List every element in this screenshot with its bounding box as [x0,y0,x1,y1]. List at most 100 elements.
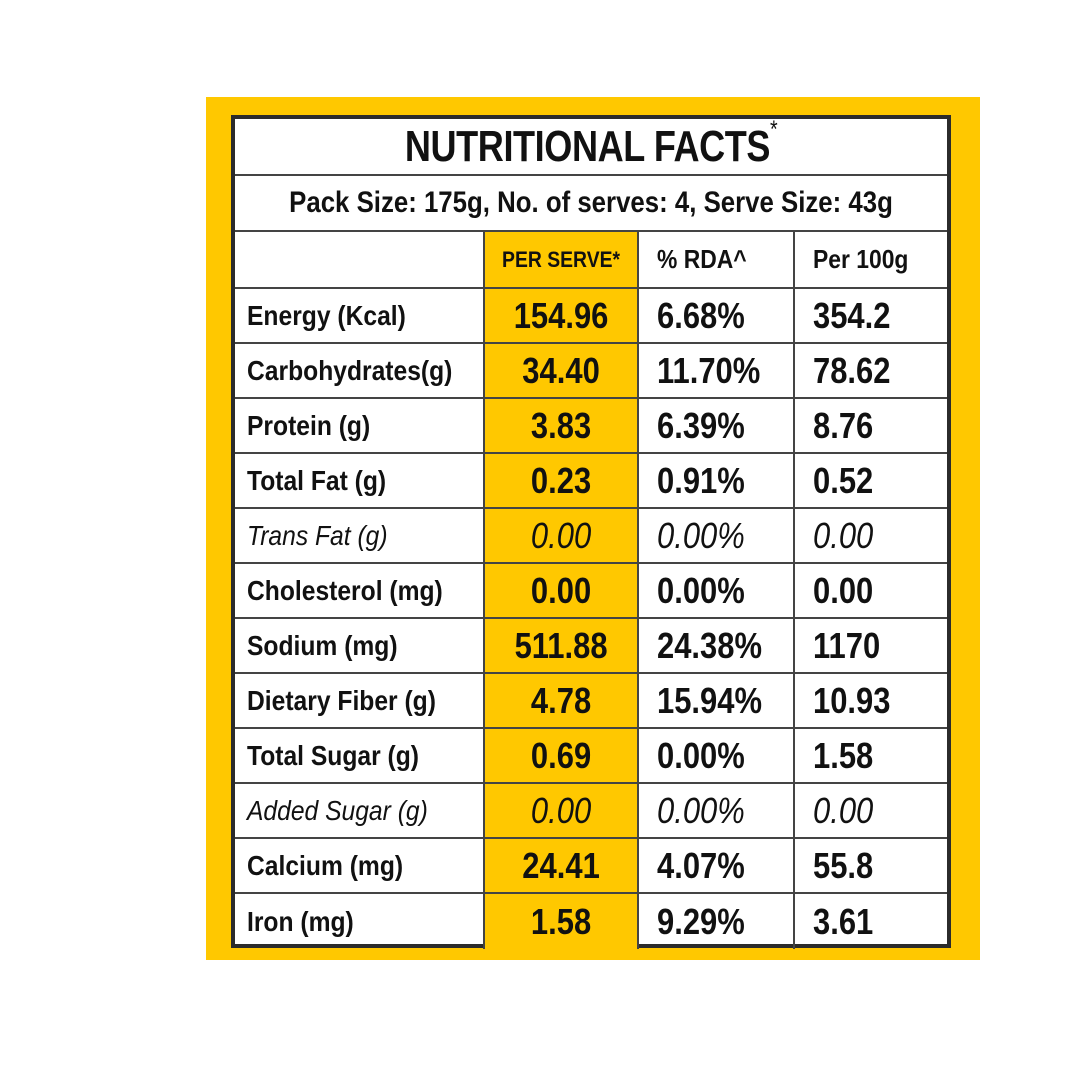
per-100g-value-cell: 3.61 [795,894,947,949]
rda-value-cell: 11.70% [639,344,795,397]
rda-value: 6.68% [657,294,745,336]
rda-value: 15.94% [657,679,763,721]
per-100g-value: 354.2 [813,294,891,336]
nutrient-name-cell: Dietary Fiber (g) [235,674,483,727]
nutrient-name-cell: Iron (mg) [235,894,483,949]
nutrient-name: Sodium (mg) [247,629,398,661]
header-per-100g: Per 100g [795,232,947,287]
per-100g-value-cell: 0.00 [795,509,947,562]
table-row: Sodium (mg) 511.88 24.38% 1170 [235,619,947,674]
per-serve-value-cell: 3.83 [483,399,639,452]
nutrient-name-cell: Sodium (mg) [235,619,483,672]
table-row: Carbohydrates(g) 34.40 11.70% 78.62 [235,344,947,399]
per-100g-value-cell: 1.58 [795,729,947,782]
title-text: NUTRITIONAL FACTS [404,121,771,171]
header-rda-text: % RDA^ [657,244,747,274]
per-100g-value-cell: 354.2 [795,289,947,342]
per-serve-value-cell: 0.23 [483,454,639,507]
per-serve-value: 4.78 [530,679,592,721]
per-serve-value-cell: 24.41 [483,839,639,892]
per-serve-value: 0.00 [530,569,592,611]
per-serve-value-cell: 0.00 [483,509,639,562]
rda-value: 24.38% [657,624,763,666]
per-serve-value-cell: 4.78 [483,674,639,727]
per-serve-value-cell: 0.00 [483,784,639,837]
per-serve-value-cell: 0.00 [483,564,639,617]
per-serve-value: 154.96 [513,294,609,336]
per-100g-value: 0.00 [813,569,874,611]
per-100g-value-cell: 8.76 [795,399,947,452]
per-serve-value-cell: 34.40 [483,344,639,397]
rda-value-cell: 4.07% [639,839,795,892]
nutrient-name-cell: Energy (Kcal) [235,289,483,342]
rda-value: 0.91% [657,459,745,501]
per-100g-value: 78.62 [813,349,891,391]
rda-value-cell: 6.68% [639,289,795,342]
nutrition-title: NUTRITIONAL FACTS* [235,116,947,176]
header-per-serve: PER SERVE* [483,232,639,287]
nutrient-name-cell: Protein (g) [235,399,483,452]
per-100g-value-cell: 1170 [795,619,947,672]
rda-value-cell: 6.39% [639,399,795,452]
rda-value: 0.00% [657,734,745,776]
nutrient-name: Cholesterol (mg) [247,574,443,606]
per-100g-value: 0.00 [813,514,874,556]
cropped-footnote [235,1071,1080,1079]
pack-info-row: Pack Size: 175g, No. of serves: 4, Serve… [235,176,947,232]
nutrient-name: Added Sugar (g) [247,794,428,826]
pack-info-text: Pack Size: 175g, No. of serves: 4, Serve… [289,186,893,219]
per-serve-value: 34.40 [522,349,600,391]
rda-value-cell: 0.91% [639,454,795,507]
rda-value: 6.39% [657,404,745,446]
rda-value-cell: 0.00% [639,729,795,782]
rda-value: 0.00% [657,789,745,831]
nutrient-name: Trans Fat (g) [247,519,388,551]
per-serve-value: 511.88 [514,624,608,666]
per-100g-value-cell: 10.93 [795,674,947,727]
nutrient-name: Energy (Kcal) [247,299,406,331]
header-nutrient [235,232,483,287]
per-serve-value-cell: 0.69 [483,729,639,782]
per-serve-value-cell: 511.88 [483,619,639,672]
per-serve-value-cell: 154.96 [483,289,639,342]
rda-value-cell: 0.00% [639,509,795,562]
rda-value-cell: 0.00% [639,564,795,617]
nutrient-name: Protein (g) [247,409,371,441]
per-100g-value: 8.76 [813,404,874,446]
nutrient-name: Dietary Fiber (g) [247,684,436,716]
per-100g-value: 3.61 [813,900,874,942]
table-row: Added Sugar (g) 0.00 0.00% 0.00 [235,784,947,839]
nutrient-name: Total Fat (g) [247,464,387,496]
header-per-serve-text: PER SERVE* [501,246,621,272]
table-row: Protein (g) 3.83 6.39% 8.76 [235,399,947,454]
per-100g-value: 1.58 [813,734,874,776]
per-100g-value: 0.52 [813,459,874,501]
per-100g-value-cell: 0.52 [795,454,947,507]
rda-value: 11.70% [657,349,761,391]
per-serve-value: 0.00 [530,789,592,831]
nutrient-name-cell: Calcium (mg) [235,839,483,892]
per-serve-value: 0.23 [530,459,592,501]
table-row: Dietary Fiber (g) 4.78 15.94% 10.93 [235,674,947,729]
per-serve-value-cell: 1.58 [483,894,639,949]
per-serve-value: 24.41 [522,844,600,886]
nutrient-name-cell: Added Sugar (g) [235,784,483,837]
rda-value-cell: 0.00% [639,784,795,837]
rda-value: 0.00% [657,514,745,556]
nutrient-name: Iron (mg) [247,905,354,937]
rda-value: 4.07% [657,844,745,886]
rda-value-cell: 9.29% [639,894,795,949]
per-100g-value-cell: 55.8 [795,839,947,892]
table-row: Energy (Kcal) 154.96 6.68% 354.2 [235,289,947,344]
per-100g-value: 0.00 [813,789,874,831]
table-row: Trans Fat (g) 0.00 0.00% 0.00 [235,509,947,564]
table-row: Total Fat (g) 0.23 0.91% 0.52 [235,454,947,509]
per-100g-value: 55.8 [813,844,874,886]
nutrient-name-cell: Carbohydrates(g) [235,344,483,397]
nutrient-name-cell: Trans Fat (g) [235,509,483,562]
title-text-wrap: NUTRITIONAL FACTS* [404,116,778,172]
column-header-row: PER SERVE* % RDA^ Per 100g [235,232,947,289]
header-rda: % RDA^ [639,232,795,287]
rda-value-cell: 24.38% [639,619,795,672]
nutrient-name-cell: Total Fat (g) [235,454,483,507]
